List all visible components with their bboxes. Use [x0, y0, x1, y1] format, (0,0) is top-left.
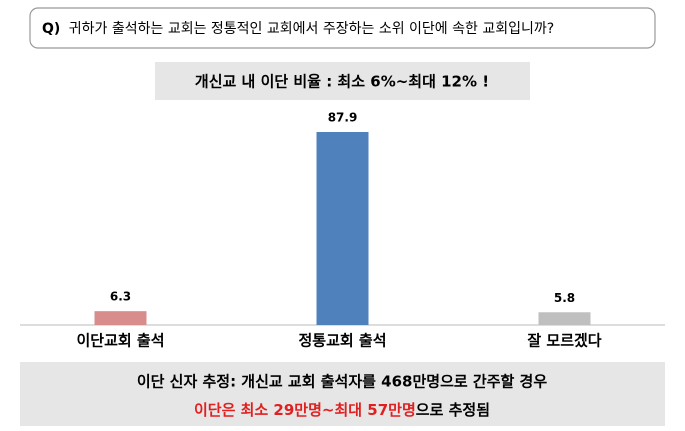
bar — [94, 311, 147, 325]
x-tick-label: 정통교회 출석 — [298, 332, 386, 350]
subtitle: 개신교 내 이단 비율 : 최소 6%~최대 12% ! — [195, 73, 489, 91]
note-line1: 이단 신자 추정: 개신교 교회 출석자를 468만명으로 간주할 경우 — [137, 373, 547, 391]
x-tick-label: 잘 모르겠다 — [527, 332, 601, 350]
note-highlight: 이단은 최소 29만명~최대 57만명 — [194, 401, 416, 419]
bar — [538, 312, 591, 325]
bar — [316, 132, 369, 325]
value-label: 6.3 — [110, 290, 131, 304]
question: Q) 귀하가 출석하는 교회는 정통적인 교회에서 주장하는 소위 이단에 속한… — [42, 21, 554, 37]
question-text: 귀하가 출석하는 교회는 정통적인 교회에서 주장하는 소위 이단에 속한 교회… — [69, 21, 554, 37]
note-line2: 이단은 최소 29만명~최대 57만명으로 추정됨 — [194, 401, 490, 419]
value-label: 5.8 — [554, 291, 575, 305]
x-tick-label: 이단교회 출석 — [76, 332, 164, 350]
note-box — [20, 362, 665, 426]
subtitle-box — [155, 62, 530, 100]
note-rest: 으로 추정됨 — [416, 401, 490, 419]
question-box — [29, 7, 656, 49]
value-label: 87.9 — [328, 111, 358, 125]
question-prefix: Q) — [42, 21, 60, 37]
